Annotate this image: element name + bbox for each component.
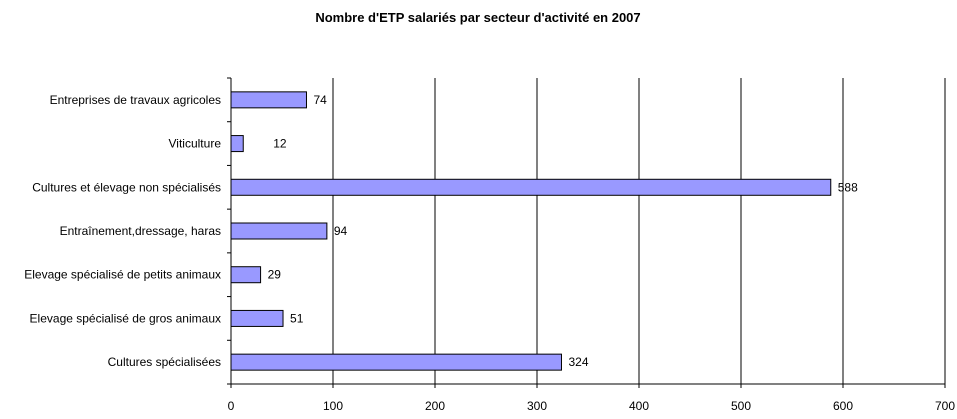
category-label-5: Elevage spécialisé de gros animaux — [30, 311, 221, 325]
data-label-1: 12 — [273, 137, 287, 151]
x-tick-label-400: 400 — [629, 399, 649, 413]
bar-2 — [230, 178, 832, 196]
chart-title: Nombre d'ETP salariés par secteur d'acti… — [315, 10, 640, 25]
category-label-2: Cultures et élevage non spécialisés — [32, 180, 221, 194]
bars — [230, 91, 832, 371]
bar-1 — [230, 135, 244, 153]
x-tick-label-300: 300 — [527, 399, 547, 413]
data-label-5: 51 — [290, 311, 304, 325]
x-tick-label-200: 200 — [425, 399, 445, 413]
bar-4 — [230, 266, 262, 284]
bar-5 — [230, 309, 284, 327]
data-labels: 74 12 588 94 29 51 324 — [268, 93, 859, 369]
category-label-4: Elevage spécialisé de petits animaux — [24, 268, 221, 282]
data-label-4: 29 — [268, 268, 282, 282]
bar-0 — [230, 91, 307, 109]
category-label-3: Entraînement,dressage, haras — [60, 224, 221, 238]
data-label-2: 588 — [838, 180, 858, 194]
category-labels: Entreprises de travaux agricoles Viticult… — [24, 93, 221, 369]
gridlines — [332, 78, 946, 384]
x-tick-labels: 0 100 200 300 400 500 600 700 — [228, 399, 956, 413]
x-tick-label-700: 700 — [935, 399, 955, 413]
bar-6 — [230, 353, 562, 371]
data-label-3: 94 — [334, 224, 348, 238]
x-tick-label-600: 600 — [833, 399, 853, 413]
category-label-1: Viticulture — [169, 137, 222, 151]
axes — [227, 77, 946, 388]
x-tick-label-500: 500 — [731, 399, 751, 413]
category-label-0: Entreprises de travaux agricoles — [50, 93, 221, 107]
data-label-6: 324 — [568, 355, 588, 369]
x-tick-label-100: 100 — [323, 399, 343, 413]
data-label-0: 74 — [313, 93, 327, 107]
bar-3 — [230, 222, 328, 240]
x-tick-label-0: 0 — [228, 399, 235, 413]
category-label-6: Cultures spécialisées — [108, 355, 221, 369]
